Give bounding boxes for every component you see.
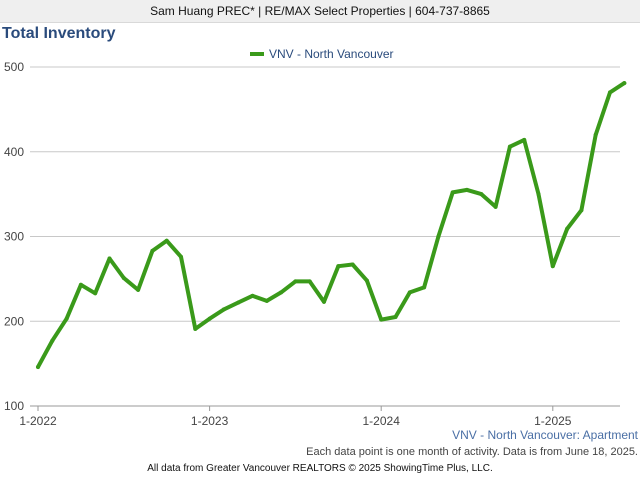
data-point-2024-10 [507, 144, 512, 149]
y-tick-label-400: 400 [4, 145, 24, 159]
data-point-2024-04 [422, 285, 427, 290]
data-point-2022-09 [150, 248, 155, 253]
data-point-2022-04 [78, 282, 83, 287]
data-point-2023-08 [307, 279, 312, 284]
series-layer [36, 81, 627, 370]
data-point-2024-09 [493, 204, 498, 209]
data-credit: All data from Greater Vancouver REALTORS… [147, 463, 493, 474]
legend-label-0: VNV - North Vancouver [269, 47, 394, 61]
chart-title: Total Inventory [2, 25, 116, 42]
data-point-2025-04 [593, 132, 598, 137]
data-point-2022-10 [164, 238, 169, 243]
data-point-2025-02 [565, 226, 570, 231]
data-point-2025-01 [550, 264, 555, 269]
header-bar: Sam Huang PREC* | RE/MAX Select Properti… [0, 0, 640, 23]
gridlines [30, 66, 620, 322]
data-point-2022-12 [193, 326, 198, 331]
series-line-0 [36, 81, 627, 369]
data-footnote: Each data point is one month of activity… [306, 446, 638, 458]
data-point-2024-05 [436, 234, 441, 239]
agent-contact-text: Sam Huang PREC* | RE/MAX Select Properti… [150, 4, 490, 18]
data-point-2022-05 [93, 291, 98, 296]
data-point-2024-06 [450, 190, 455, 195]
data-point-2022-06 [107, 256, 112, 261]
data-point-2023-07 [293, 279, 298, 284]
data-point-2025-06 [622, 81, 627, 86]
data-point-2025-03 [579, 208, 584, 213]
data-point-2022-03 [64, 316, 69, 321]
data-point-2024-12 [536, 192, 541, 197]
legend: VNV - North Vancouver [250, 47, 394, 61]
chart-subtitle: VNV - North Vancouver: Apartment [452, 428, 638, 442]
data-point-2023-09 [322, 299, 326, 304]
data-point-2023-01 [207, 316, 212, 321]
data-point-2023-04 [250, 293, 255, 298]
data-point-2023-02 [221, 307, 226, 312]
data-point-2024-07 [465, 187, 469, 192]
y-tick-label-500: 500 [4, 60, 24, 74]
data-point-2023-10 [336, 264, 341, 269]
data-point-2022-01 [36, 365, 40, 370]
data-point-2023-03 [236, 300, 241, 305]
data-point-2023-12 [364, 278, 369, 283]
x-tick-label-1-2024: 1-2024 [363, 414, 401, 428]
data-point-2024-03 [407, 290, 412, 295]
y-tick-label-100: 100 [4, 399, 24, 413]
data-point-2025-05 [608, 90, 612, 95]
x-tick-label-1-2025: 1-2025 [534, 414, 572, 428]
data-point-2024-11 [522, 137, 527, 142]
data-point-2022-11 [179, 254, 183, 259]
data-point-2022-07 [121, 276, 126, 281]
data-point-2023-06 [279, 290, 284, 295]
data-point-2022-02 [50, 338, 55, 343]
data-point-2024-01 [379, 317, 384, 322]
data-point-2024-08 [479, 192, 484, 197]
data-point-2022-08 [136, 287, 141, 292]
data-point-2023-11 [350, 262, 355, 267]
x-tick-label-1-2023: 1-2023 [191, 414, 229, 428]
axes: 100 200 300 400 500 1-2022 1-2023 1-2024 1-2025 [4, 60, 620, 428]
data-point-2024-02 [393, 315, 398, 320]
y-tick-label-200: 200 [4, 314, 24, 328]
x-tick-label-1-2022: 1-2022 [19, 414, 57, 428]
y-tick-label-300: 300 [4, 230, 24, 244]
data-point-2023-05 [264, 298, 269, 303]
